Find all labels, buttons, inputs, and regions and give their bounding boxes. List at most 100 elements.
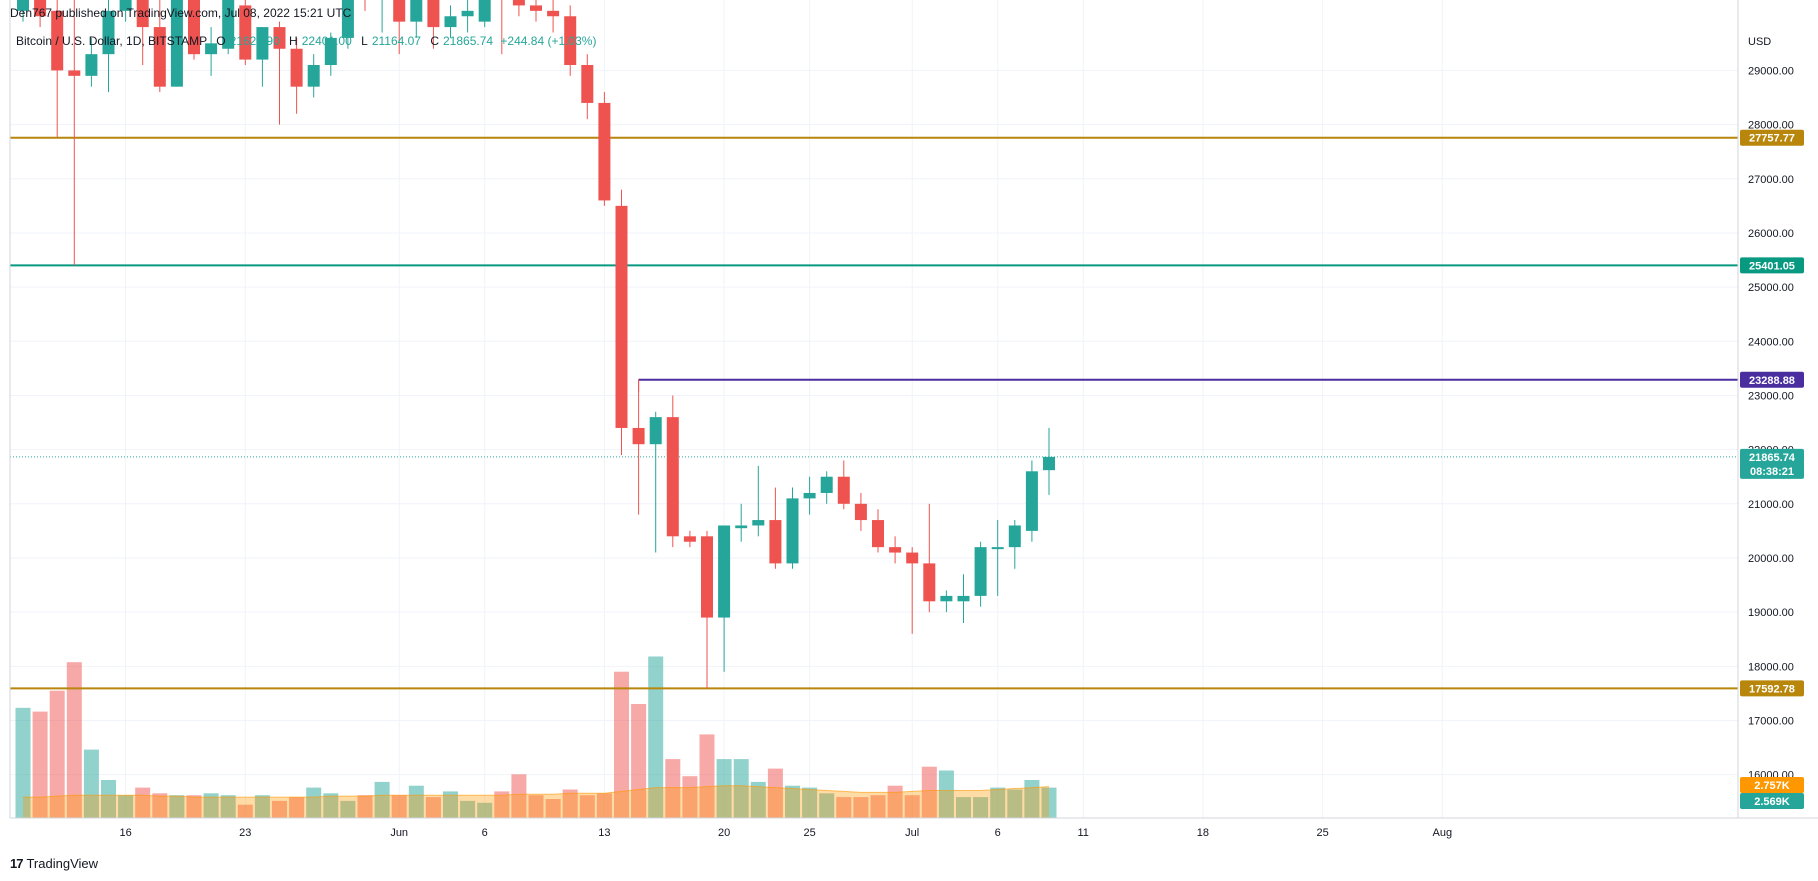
volume-bar-24 (425, 797, 441, 818)
candle-body-50 (872, 520, 884, 548)
candle-body-5 (102, 10, 115, 55)
y-tick-label-7: 23000.00 (1748, 390, 1794, 402)
level-label-3: 17592.78 (1749, 683, 1795, 695)
x-tick-label-8: 6 (995, 827, 1001, 839)
volume-bar-56 (973, 797, 989, 818)
volume-bar-47 (819, 793, 835, 818)
volume-bar-25 (443, 791, 458, 818)
volume-bar-9 (169, 795, 185, 818)
volume-bar-41 (716, 759, 732, 818)
volume-bar-43 (750, 781, 766, 818)
volume-bar-55 (956, 797, 971, 818)
volume-bar-12 (220, 795, 236, 818)
candle-body-36 (632, 427, 645, 445)
candle-body-15 (273, 27, 286, 49)
candle-body-49 (854, 503, 867, 521)
volume-bar-44 (767, 768, 783, 818)
candle-body-29 (512, 0, 525, 6)
volume-bar-33 (579, 795, 595, 818)
volume-bar-38 (665, 759, 681, 818)
low-value: 21164.07 (371, 34, 421, 48)
low-label: L (361, 34, 368, 48)
volume-bar-53 (921, 766, 937, 818)
candle-body-17 (307, 65, 320, 87)
volume-bar-39 (682, 776, 698, 818)
candle-body-41 (718, 525, 731, 618)
volume-bar-51 (887, 785, 903, 818)
volume-bar-3 (66, 662, 82, 818)
grid (10, 0, 1738, 818)
volume-bar-16 (289, 797, 305, 818)
footer-brand[interactable]: 17 TradingView (10, 856, 98, 871)
candle-body-47 (820, 476, 833, 493)
candle-body-30 (530, 5, 542, 11)
candles-layer (17, 0, 1055, 688)
candle-body-43 (752, 520, 765, 526)
volume-bar-58 (1007, 789, 1023, 818)
volume-last-label: 2.569K (1754, 796, 1790, 808)
candle-body-33 (581, 65, 594, 103)
candle-body-55 (957, 595, 970, 602)
y-tick-label-8: 24000.00 (1748, 336, 1794, 348)
candle-body-23 (410, 0, 423, 22)
y-tick-label-9: 25000.00 (1748, 282, 1794, 294)
symbol-title[interactable]: Bitcoin / U.S. Dollar, 1D, BITSTAMP (16, 34, 207, 48)
x-tick-label-1: 23 (239, 827, 251, 839)
volume-bar-6 (118, 795, 134, 818)
volume-bar-17 (306, 787, 322, 818)
x-tick-label-0: 16 (119, 827, 131, 839)
volume-bar-2 (49, 690, 65, 818)
volume-layer (15, 656, 1057, 818)
close-label: C (430, 34, 439, 48)
y-tick-label-13: 29000.00 (1748, 65, 1794, 77)
x-tick-label-11: 25 (1316, 827, 1328, 839)
high-value: 22401.00 (301, 34, 352, 48)
candle-body-37 (649, 417, 662, 445)
close-value: 21865.74 (443, 34, 494, 48)
x-tick-label-9: 11 (1077, 827, 1088, 839)
volume-bar-34 (596, 793, 612, 818)
y-tick-label-2: 18000.00 (1748, 661, 1794, 673)
volume-ma-label-bg (1740, 777, 1804, 793)
y-tick-label-3: 19000.00 (1748, 607, 1794, 619)
volume-bar-29 (511, 774, 527, 818)
level-label-0: 27757.77 (1749, 133, 1795, 145)
y-tick-label-10: 26000.00 (1748, 228, 1794, 240)
candle-body-42 (735, 525, 748, 529)
volume-bar-50 (870, 795, 886, 818)
volume-bar-32 (562, 789, 578, 818)
time-axis-bg[interactable] (10, 818, 1818, 847)
countdown-label-bg (1740, 462, 1804, 479)
candle-body-6 (119, 0, 132, 11)
candle-body-12 (222, 0, 235, 49)
candle-body-2 (51, 10, 64, 71)
volume-bar-60 (1041, 787, 1057, 818)
candle-body-14 (256, 27, 269, 60)
volume-bar-30 (528, 795, 544, 818)
countdown-label: 08:38:21 (1750, 466, 1794, 478)
open-label: O (216, 34, 226, 48)
level-label-1-bg (1740, 257, 1804, 274)
volume-bar-57 (990, 787, 1006, 818)
volume-bar-26 (460, 800, 476, 818)
volume-ma-label: 2.757K (1754, 780, 1790, 792)
candle-body-45 (786, 498, 799, 564)
x-tick-label-4: 13 (598, 827, 610, 839)
candle-body-51 (889, 547, 902, 553)
candle-body-34 (598, 102, 611, 201)
candle-body-1 (34, 0, 47, 17)
candle-body-38 (666, 417, 679, 537)
volume-bar-8 (152, 793, 168, 818)
x-tick-label-6: 25 (803, 827, 815, 839)
candle-body-24 (427, 0, 440, 28)
volume-bar-52 (904, 795, 920, 818)
candle-body-48 (837, 476, 850, 504)
volume-bar-18 (323, 793, 339, 818)
volume-bar-59 (1024, 780, 1040, 818)
y-tick-label-1: 17000.00 (1748, 715, 1794, 727)
volume-last-label-bg (1740, 793, 1804, 809)
last-price-label: 21865.74 (1749, 452, 1796, 464)
volume-ma-area (23, 785, 1049, 818)
candle-body-32 (564, 16, 577, 66)
